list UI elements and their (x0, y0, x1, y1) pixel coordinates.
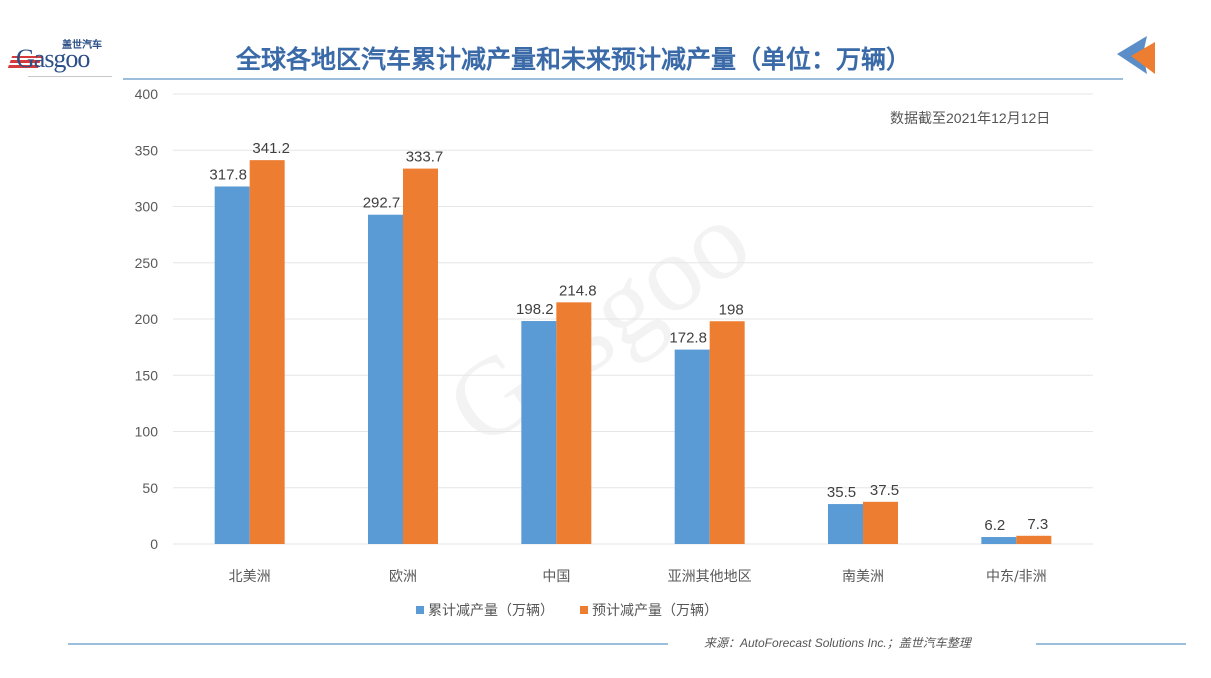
bar (403, 168, 438, 544)
y-tick-label: 350 (135, 142, 159, 158)
y-tick-label: 0 (150, 536, 158, 552)
bar-value-label: 35.5 (827, 484, 856, 501)
bar (709, 321, 745, 544)
x-category-label: 南美洲 (842, 569, 884, 585)
double-arrow-left-icon (1117, 36, 1155, 74)
bar-value-label: 198 (719, 301, 744, 318)
x-category-label: 中国 (542, 569, 570, 585)
bar (214, 186, 250, 544)
bar (863, 501, 898, 544)
bar-value-label: 333.7 (406, 149, 444, 166)
bar-value-label: 292.7 (363, 195, 401, 212)
logo-cn-text: 盖世汽车 (62, 40, 102, 51)
legend-item-forecast: 预计减产量（万辆） (580, 600, 718, 620)
bar (556, 302, 592, 544)
chart-title: 全球各地区汽车累计减产量和未来预计减产量（单位：万辆） (236, 46, 912, 74)
y-tick-label: 400 (135, 86, 159, 102)
logo-text: Gasgoo (16, 44, 90, 73)
y-tick-label: 300 (135, 199, 159, 215)
bar-value-label: 6.2 (984, 517, 1005, 534)
bar-value-label: 214.8 (559, 282, 597, 299)
bar (1016, 535, 1052, 544)
title-divider (123, 78, 1123, 80)
x-category-label: 欧洲 (389, 569, 417, 585)
x-category-label: 中东/非洲 (986, 569, 1047, 585)
gasgoo-logo: Gasgoo 盖世汽车 (7, 34, 120, 80)
y-tick-label: 50 (142, 480, 158, 496)
y-tick-label: 100 (135, 424, 159, 440)
source-note: 来源：AutoForecast Solutions Inc.；盖世汽车整理 (698, 634, 977, 651)
bar (828, 504, 863, 544)
legend-label: 累计减产量（万辆） (428, 602, 554, 618)
bar-value-label: 317.8 (209, 166, 247, 183)
bar (521, 321, 557, 544)
legend-item-cumulative: 累计减产量（万辆） (416, 600, 554, 620)
bar (368, 214, 403, 544)
legend-label: 预计减产量（万辆） (592, 602, 718, 618)
y-tick-label: 200 (135, 311, 159, 327)
bar (674, 349, 710, 544)
data-date-note: 数据截至2021年12月12日 (890, 110, 1051, 126)
legend-swatch-blue (416, 606, 424, 614)
footer-divider-left (68, 643, 668, 645)
logo-underline (28, 76, 112, 77)
footer-divider-right (1036, 643, 1186, 645)
bar (981, 537, 1017, 544)
legend-swatch-orange (580, 606, 588, 614)
bar-value-label: 341.2 (252, 140, 290, 157)
bar-value-label: 172.8 (669, 330, 707, 347)
y-tick-label: 250 (135, 255, 159, 271)
bar-value-label: 198.2 (516, 301, 554, 318)
x-category-label: 北美洲 (229, 569, 271, 585)
bar-value-label: 7.3 (1027, 516, 1048, 533)
chart-legend: 累计减产量（万辆） 预计减产量（万辆） (416, 600, 718, 620)
bar-value-label: 37.5 (870, 482, 899, 499)
bar (249, 160, 285, 544)
y-tick-label: 150 (135, 367, 159, 383)
x-category-label: 亚洲其他地区 (668, 569, 752, 585)
